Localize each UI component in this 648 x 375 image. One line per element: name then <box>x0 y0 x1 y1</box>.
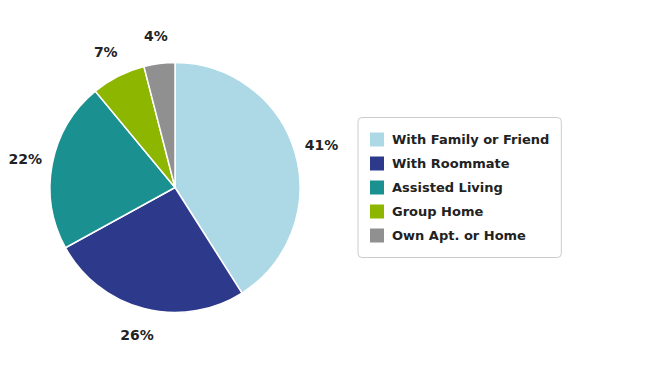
legend-swatch <box>370 229 384 243</box>
legend-label: Group Home <box>392 204 483 219</box>
legend-swatch <box>370 181 384 195</box>
legend-label: With Roommate <box>392 156 510 171</box>
pie-slice <box>144 63 175 188</box>
legend-swatch <box>370 157 384 171</box>
data-label: 7% <box>94 44 118 60</box>
legend-label: Assisted Living <box>392 180 503 195</box>
legend-label: With Family or Friend <box>392 132 549 147</box>
data-label: 41% <box>305 137 339 153</box>
pie-slices <box>50 63 300 313</box>
legend-swatch <box>370 205 384 219</box>
chart-container: 41% 26% 22% 7% 4% With Family or Friend With R… <box>0 0 648 375</box>
legend-frame <box>358 118 561 258</box>
data-labels: 41% 26% 22% 7% 4% <box>8 28 338 343</box>
legend-label: Own Apt. or Home <box>392 228 526 243</box>
legend: With Family or Friend With Roommate Assist… <box>358 118 561 258</box>
data-label: 4% <box>144 28 168 44</box>
chart-svg: 41% 26% 22% 7% 4% With Family or Friend With R… <box>0 0 648 375</box>
data-label: 22% <box>8 151 42 167</box>
legend-swatch <box>370 133 384 147</box>
data-label: 26% <box>120 327 154 343</box>
